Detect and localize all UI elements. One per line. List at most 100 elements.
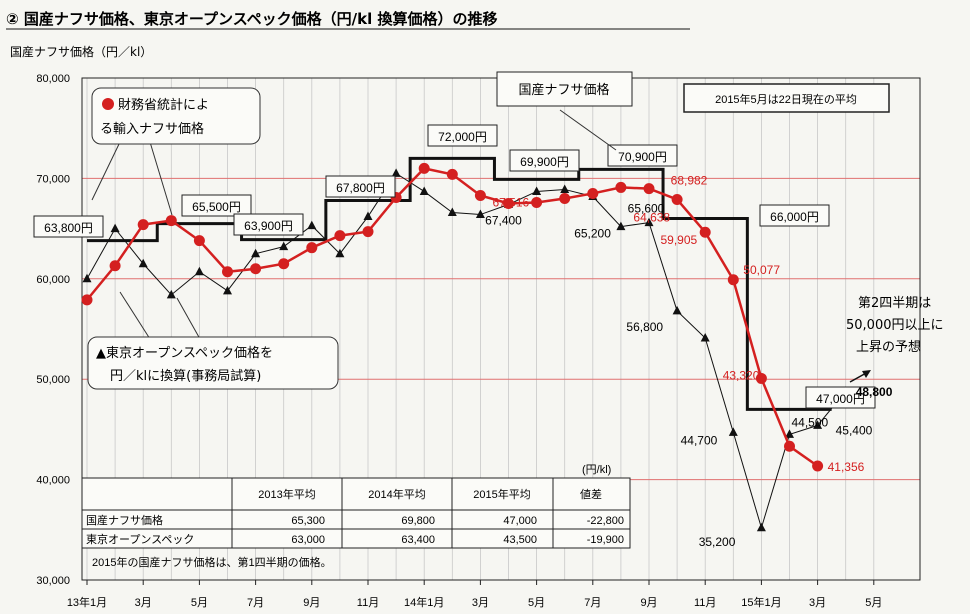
y-tick-label: 50,000 (36, 374, 70, 386)
black-series-point (785, 429, 794, 438)
red-series-point (165, 215, 177, 227)
x-tick-label: 14年1月 (404, 595, 444, 609)
table-header-diff: 値差 (580, 487, 602, 501)
step-label-box (805, 386, 876, 409)
black-data-label: 67,400 (485, 214, 522, 228)
x-tick-label: 5月 (191, 597, 208, 609)
step-label-box (325, 175, 396, 198)
black-series-point (223, 285, 232, 295)
black-series-point (700, 333, 710, 342)
red-series-point (334, 230, 346, 242)
callout-red-line1: 財務省統計によ (118, 97, 209, 113)
black-series-point (82, 273, 92, 283)
y-tick-label: 40,000 (36, 475, 70, 487)
step-label: 70,900円 (618, 150, 667, 164)
red-marker-icon (102, 98, 114, 110)
table-background (81, 477, 631, 549)
red-data-label: 41,356 (828, 460, 865, 474)
red-data-label: 67,516 (493, 196, 530, 210)
table-row-1-2014: 69,800 (401, 515, 435, 527)
red-data-label: 64,638 (633, 210, 670, 224)
callout-step-text: 国産ナフサ価格 (518, 82, 609, 98)
series-layer (81, 156, 851, 532)
step-label: 47,000円 (816, 392, 865, 406)
step-label: 66,000円 (770, 210, 819, 224)
red-series-point (587, 187, 599, 199)
red-data-label: 43,320 (723, 368, 760, 382)
step-label-box (233, 213, 304, 236)
table-header-2013: 2013年平均 (258, 487, 315, 501)
table-row-1-label: 国産ナフサ価格 (86, 513, 163, 527)
red-series-point (81, 294, 93, 306)
x-tick-label: 3月 (472, 597, 489, 609)
x-tick-label: 13年1月 (67, 595, 107, 609)
red-series-point (306, 242, 318, 254)
callout-step-series: 国産ナフサ価格 (496, 71, 633, 151)
black-series-point (616, 221, 626, 231)
step-label: 63,900円 (244, 219, 293, 233)
summary-table: (円/kl) 2013年平均 2014年平均 2015年平均 値差 国産ナフサ価… (81, 464, 631, 569)
step-label-box (509, 149, 580, 172)
red-data-label: 68,982 (671, 174, 708, 188)
red-series-point (109, 260, 121, 272)
black-series-point (251, 248, 261, 258)
black-series-point (756, 522, 766, 532)
red-series-point (193, 235, 205, 247)
red-series-point (615, 181, 627, 193)
forecast-line2: 50,000円以上に (846, 318, 944, 333)
table-row-1-2013: 65,300 (291, 515, 325, 527)
x-axis-ticks: 13年1月 3月 5月 7月 9月 11月 14年1月 3月 5月 7月 9月 11月 15年1月 3月 5… (67, 580, 882, 609)
x-tick-label: 5月 (528, 597, 545, 609)
step-label-box (607, 144, 678, 167)
table-row-2-2013: 63,000 (291, 534, 325, 546)
black-series-point (532, 186, 542, 195)
red-series-point (446, 168, 458, 180)
black-series-point (813, 420, 823, 429)
note-may-2015: 2015年5月は22日現在の平均 (683, 83, 890, 113)
table-row-2-diff: -19,900 (587, 534, 624, 546)
step-label-box (181, 194, 252, 217)
black-data-label: 45,400 (836, 423, 873, 437)
black-series-point (728, 427, 738, 436)
red-series-point (531, 196, 543, 208)
black-series-point (307, 220, 317, 230)
red-series-point (643, 183, 655, 195)
black-data-label: 65,200 (574, 227, 611, 241)
x-tick-label: 11月 (694, 597, 716, 609)
black-series-point (672, 305, 682, 315)
table-header-2015: 2015年平均 (473, 487, 530, 501)
step-label-box (33, 215, 104, 238)
red-series-point (812, 460, 824, 472)
black-data-label: 44,700 (681, 433, 718, 447)
step-label: 63,800円 (44, 221, 93, 235)
step-label: 65,500円 (192, 200, 241, 214)
red-data-label: 50,077 (743, 263, 780, 277)
y-axis-ticks: 30,000 40,000 50,000 60,000 70,000 80,000 (36, 73, 70, 587)
step-label: 69,900円 (520, 155, 569, 169)
note-may-text: 2015年5月は22日現在の平均 (715, 92, 857, 106)
red-series-point (222, 266, 233, 278)
black-series-point (335, 248, 345, 258)
black-series-point (644, 217, 654, 227)
y-tick-label: 30,000 (36, 575, 70, 587)
red-data-label: 59,905 (660, 233, 697, 247)
y-axis-unit-label: 国産ナフサ価格（円／kl） (10, 44, 152, 59)
black-series-point (166, 289, 176, 299)
table-row-2-2015: 43,500 (503, 534, 537, 546)
table-footnote: 2015年の国産ナフサ価格は、第1四半期の価格。 (92, 555, 332, 569)
y-tick-label: 70,000 (36, 173, 70, 185)
step-series-line (87, 156, 832, 411)
black-series-point (419, 186, 429, 195)
black-series-point (363, 211, 373, 221)
x-tick-label: 11月 (357, 597, 379, 609)
forecast-line1: 第2四半期は (858, 296, 931, 311)
red-series-point (362, 226, 374, 238)
callout-red-series: 財務省統計によ る輸入ナフサ価格 (91, 87, 261, 216)
red-series-point (784, 440, 795, 452)
black-series-line (86, 172, 847, 530)
y-tick-label: 60,000 (36, 274, 70, 286)
table-unit: (円/kl) (582, 464, 611, 476)
black-data-label: 48,800 (856, 385, 893, 399)
black-series-point (475, 209, 485, 219)
